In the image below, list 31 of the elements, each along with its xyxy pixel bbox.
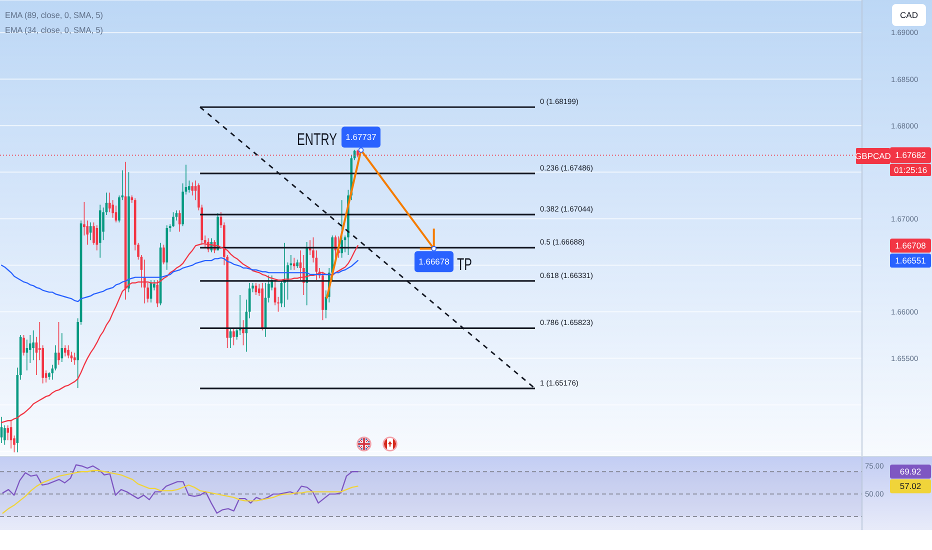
text: 57.02 xyxy=(900,481,922,492)
text: 1.66708 xyxy=(895,240,926,251)
candlestick xyxy=(292,257,296,270)
text: 01:25:16 xyxy=(894,165,928,175)
text: 1.66551 xyxy=(895,256,926,266)
text: 69.92 xyxy=(900,466,922,477)
text: CAD xyxy=(900,10,918,20)
ref-line-label: 1.67682 xyxy=(895,150,926,160)
line-series xyxy=(0,257,358,302)
candlestick xyxy=(156,280,159,308)
candlestick xyxy=(74,352,76,366)
annotation: GBPCAD xyxy=(855,151,891,161)
annotation: 1.66678 xyxy=(418,256,450,267)
candlestick xyxy=(191,182,194,196)
candlestick xyxy=(67,344,70,359)
annotation: 1.67737 xyxy=(346,132,377,142)
candlestick xyxy=(70,351,73,362)
candlestick xyxy=(172,212,174,228)
candlestick xyxy=(64,344,66,357)
candlestick xyxy=(58,322,60,366)
candlestick xyxy=(143,259,146,304)
candlestick xyxy=(6,424,10,441)
annotation: EMA (89, close, 0, SMA, 5) xyxy=(5,10,108,20)
candlestick xyxy=(32,330,34,361)
candlestick xyxy=(162,244,165,265)
annotation: EMA (34, close, 0, SMA, 5) xyxy=(5,25,108,35)
candlestick xyxy=(232,328,235,346)
candlestick xyxy=(242,320,244,346)
annotation: TP xyxy=(457,255,479,274)
candlestick xyxy=(178,210,181,232)
candlestick xyxy=(22,334,25,356)
